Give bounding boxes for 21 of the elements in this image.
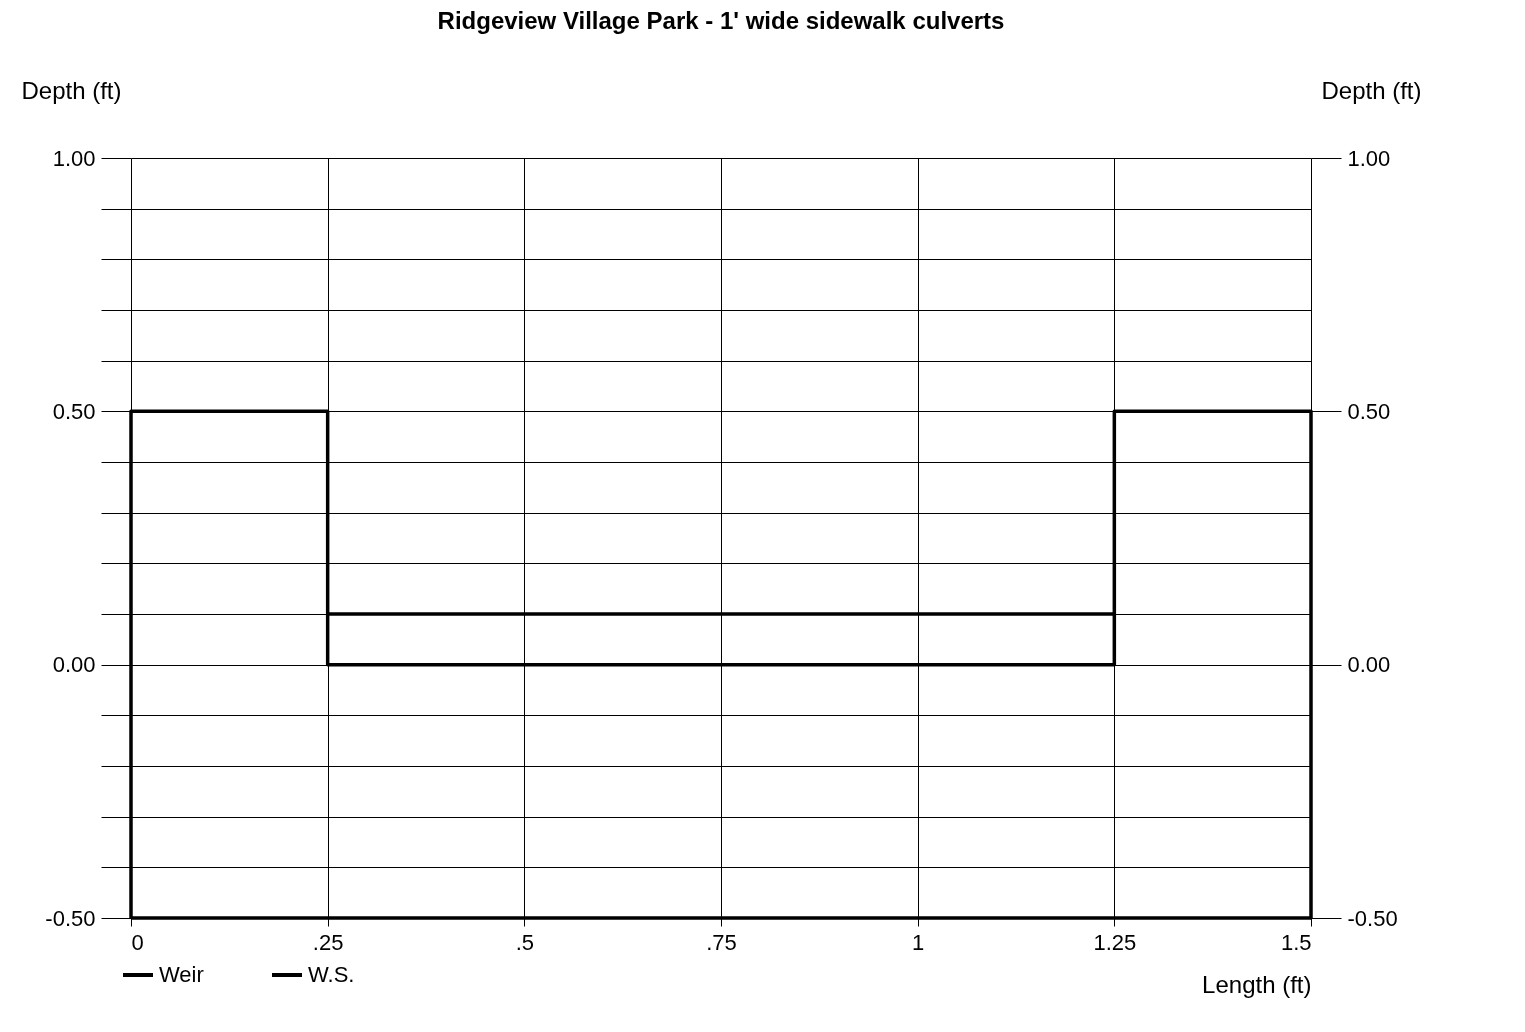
x-tick-label: 1.5 (1280, 929, 1312, 955)
y2-tick-label: 0.50 (1347, 398, 1391, 424)
y-tick-label: 0.00 (52, 652, 96, 678)
legend-label: Weir (159, 962, 204, 987)
x-tick-label: 1 (912, 929, 925, 955)
x-tick-label: 0 (131, 929, 144, 955)
x-axis-title: Length (ft) (1202, 970, 1312, 998)
y-tick-label: 1.00 (52, 145, 96, 171)
x-tick-label: .5 (515, 929, 535, 955)
y2-axis-title: Depth (ft) (1321, 76, 1422, 104)
y2-tick-label: -0.50 (1347, 905, 1398, 931)
y2-tick-label: 0.00 (1347, 652, 1391, 678)
y-axis-title: Depth (ft) (21, 76, 122, 104)
x-tick-label: .75 (706, 929, 737, 955)
legend-label: W.S. (308, 962, 355, 987)
x-tick-label: 1.25 (1093, 929, 1137, 955)
y-tick-label: -0.50 (45, 905, 96, 931)
y-tick-label: 0.50 (52, 398, 96, 424)
chart-title: Ridgeview Village Park - 1' wide sidewalk culverts (437, 7, 1005, 34)
x-tick-label: .25 (312, 929, 344, 955)
y2-tick-label: 1.00 (1347, 145, 1391, 171)
